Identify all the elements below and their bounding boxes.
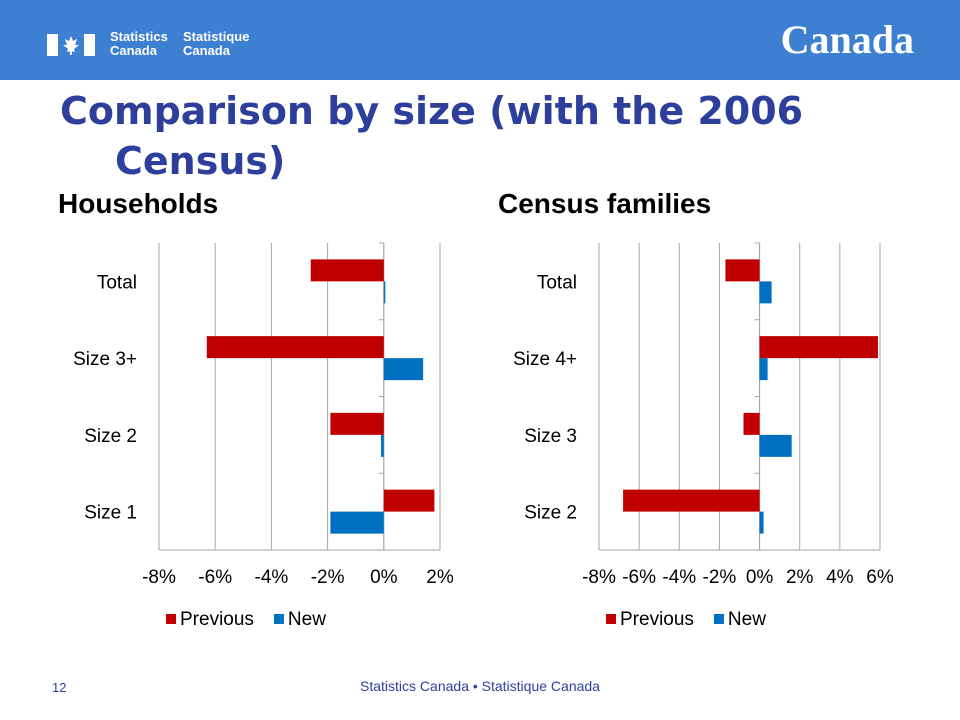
- chart-1-x-tick-label: 4%: [826, 567, 854, 588]
- chart-1-category-label: Total: [537, 272, 577, 293]
- agency-en-line1: Statistics: [110, 29, 168, 44]
- chart-0-x-tick-label: 0%: [370, 567, 398, 588]
- chart-0-category-label: Size 2: [84, 426, 137, 447]
- families-chart: -8% -6% -4% -2% 0% 2% 4% 6% Total Size 4+ Size 3 Si…: [513, 242, 894, 630]
- chart-0-x-tick-label: -6%: [198, 567, 232, 588]
- canada-flag-icon: [47, 34, 95, 56]
- households-chart: -8% -6% -4% -2% 0% 2% Total Size 3+ Size 2 Size 1…: [73, 242, 454, 630]
- chart-0-legend-label-new: New: [288, 609, 326, 630]
- title-line-1: Comparison by size (with the 2006: [60, 89, 804, 133]
- chart-0-bar-new-size-3-: [383, 358, 424, 381]
- chart-1-category-label: Size 3: [524, 426, 577, 447]
- chart-0-bar-new-total: [383, 281, 386, 304]
- chart-1-legend-label-previous: Previous: [620, 609, 694, 630]
- agency-fr-line1: Statistique: [183, 29, 250, 44]
- chart-1-category-label: Size 4+: [513, 349, 577, 370]
- chart-0-bar-previous-size-1: [383, 489, 435, 512]
- agency-en-line2: Canada: [110, 43, 157, 58]
- chart-1-bar-previous-size-2: [623, 489, 760, 512]
- slide-title: Comparison by size (with the 2006 Census…: [60, 86, 920, 186]
- chart-0-category-label: Total: [97, 272, 137, 293]
- chart-1-x-tick-label: -4%: [662, 567, 696, 588]
- chart-0-legend-swatch-new: [273, 614, 284, 624]
- chart-0-x-tick-label: -2%: [311, 567, 345, 588]
- chart-0-bar-new-size-1: [330, 511, 384, 534]
- title-line-2: Census): [115, 139, 286, 183]
- chart-1-legend-swatch-previous: [606, 614, 616, 624]
- chart-0-bar-previous-total: [310, 259, 384, 282]
- chart-0-x-tick-label: -4%: [255, 567, 289, 588]
- chart-1-bar-previous-size-4-: [759, 336, 878, 359]
- footer-text: Statistics Canada • Statistique Canada: [360, 678, 600, 694]
- chart-1-x-tick-label: -6%: [622, 567, 656, 588]
- canada-wordmark: Canada: [780, 17, 914, 62]
- header-banner: Statistics Canada Statistique Canada Can…: [0, 0, 960, 80]
- chart-0-category-label: Size 1: [84, 503, 137, 524]
- page-number: 12: [52, 680, 67, 695]
- chart-1-bar-new-total: [759, 281, 772, 304]
- chart-0-bar-previous-size-2: [330, 412, 384, 435]
- families-chart-title: Census families: [498, 188, 712, 219]
- agency-fr-line2: Canada: [183, 43, 230, 58]
- chart-1-bar-previous-size-3: [743, 412, 760, 435]
- chart-1-x-tick-label: 2%: [786, 567, 814, 588]
- chart-0-legend-swatch-previous: [166, 614, 176, 624]
- chart-0-x-tick-label: -8%: [142, 567, 176, 588]
- chart-0-legend-label-previous: Previous: [180, 609, 254, 630]
- agency-name-en: Statistics Canada: [110, 30, 168, 58]
- chart-1-x-tick-label: 0%: [746, 567, 774, 588]
- chart-0-x-tick-label: 2%: [426, 567, 454, 588]
- chart-1-bar-new-size-3: [759, 434, 792, 457]
- chart-1-bar-previous-total: [725, 259, 760, 282]
- chart-1-x-tick-label: -8%: [582, 567, 616, 588]
- chart-1-x-tick-label: -2%: [703, 567, 737, 588]
- chart-1-x-tick-label: 6%: [866, 567, 894, 588]
- chart-1-legend-swatch-new: [713, 614, 724, 624]
- chart-0-bar-new-size-2: [380, 434, 384, 457]
- agency-name-fr: Statistique Canada: [183, 30, 249, 58]
- households-chart-title: Households: [58, 188, 219, 219]
- chart-1-category-label: Size 2: [524, 503, 577, 524]
- chart-1-bar-new-size-4-: [759, 358, 768, 381]
- chart-1-bar-new-size-2: [759, 511, 764, 534]
- chart-0-bar-previous-size-3-: [206, 336, 384, 359]
- chart-0-category-label: Size 3+: [73, 349, 137, 370]
- chart-1-legend-label-new: New: [728, 609, 766, 630]
